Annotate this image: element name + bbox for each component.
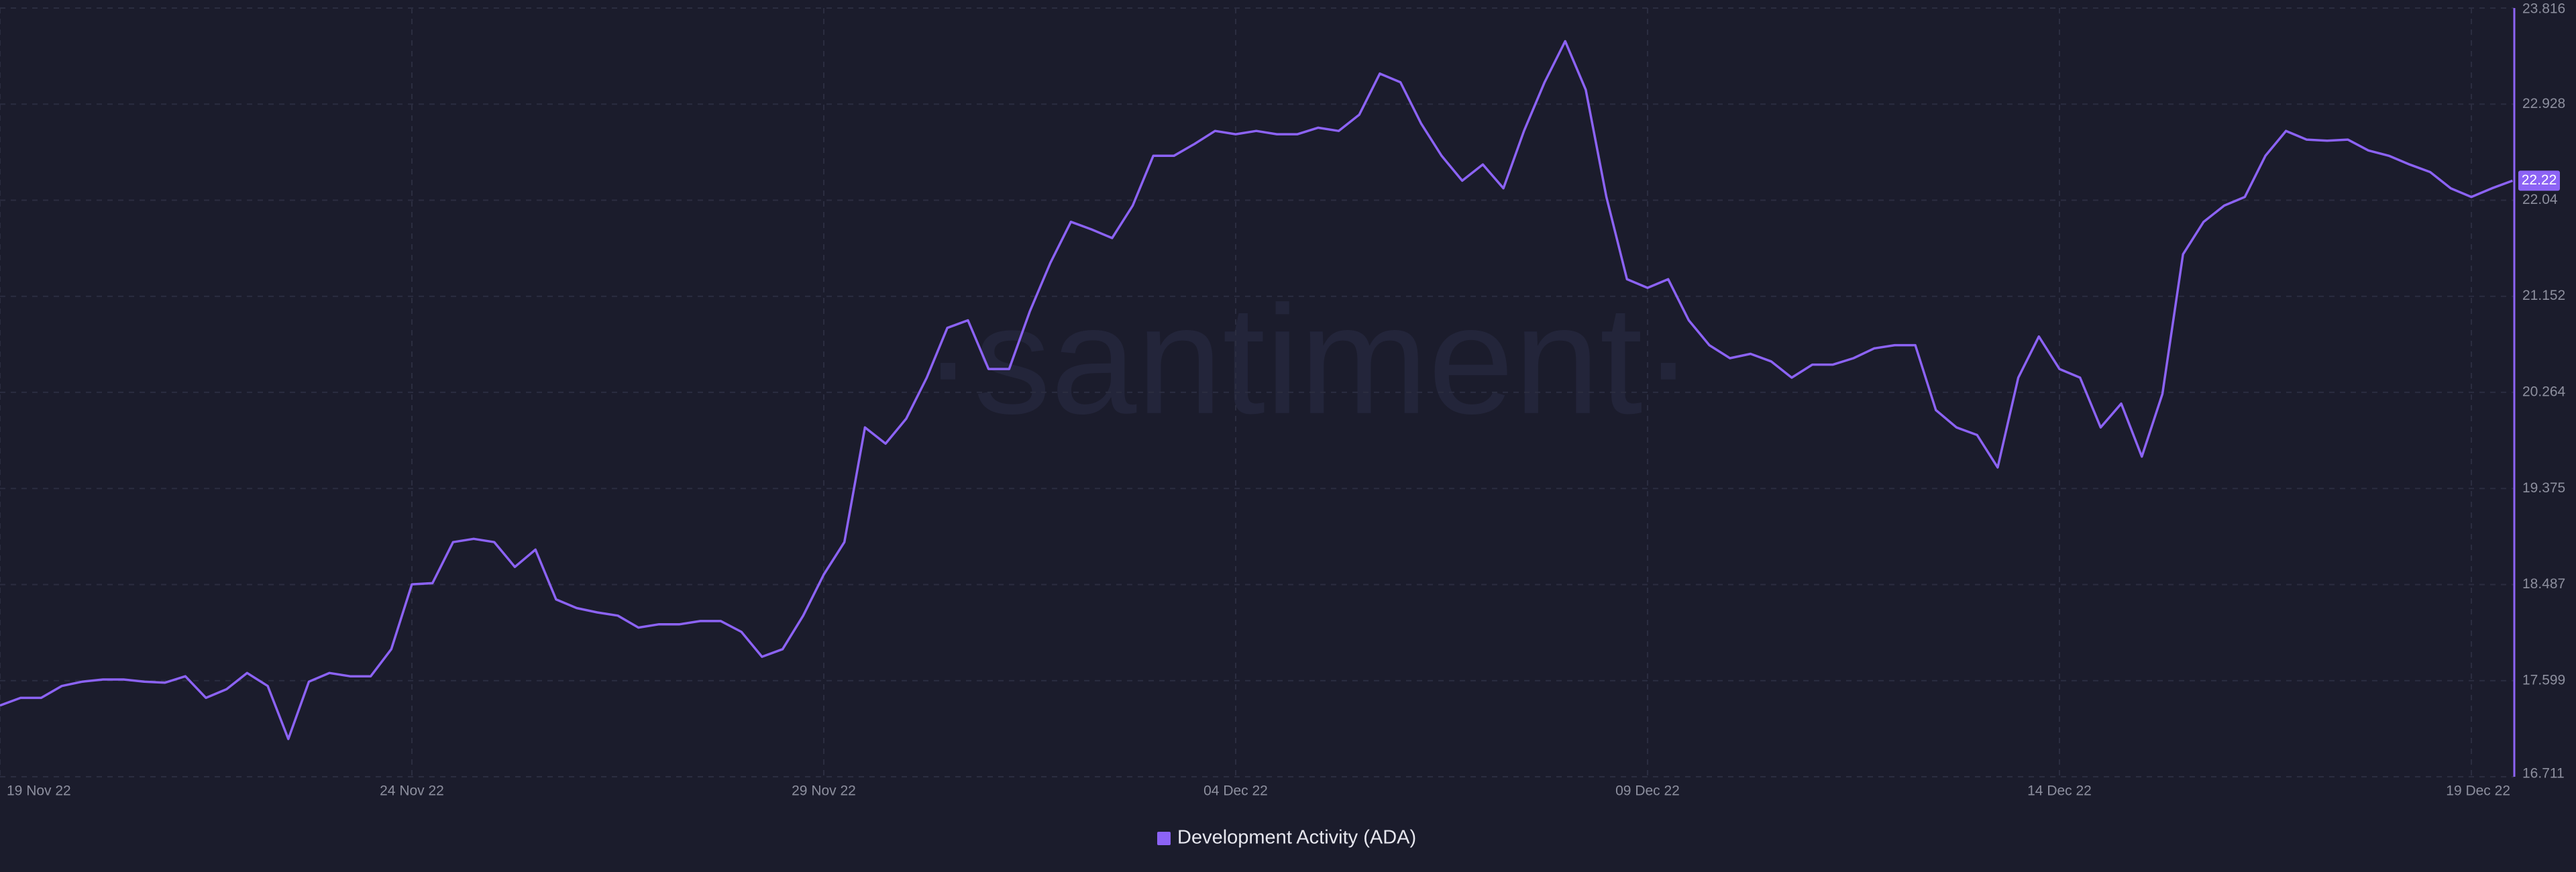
x-tick-label: 19 Dec 22 bbox=[2446, 783, 2510, 799]
x-tick-label: 09 Dec 22 bbox=[1615, 783, 1680, 799]
y-tick-label: 23.816 bbox=[2522, 1, 2565, 17]
x-tick-label: 24 Nov 22 bbox=[380, 783, 444, 799]
data-line bbox=[0, 40, 2514, 741]
y-tick-label: 21.152 bbox=[2522, 288, 2565, 303]
y-tick-label: 22.04 bbox=[2522, 192, 2558, 207]
y-tick-label: 17.599 bbox=[2522, 672, 2565, 688]
current-value-label: 22.22 bbox=[2522, 172, 2557, 188]
y-tick-label: 19.375 bbox=[2522, 480, 2565, 496]
y-tick-label: 20.264 bbox=[2522, 384, 2566, 399]
x-tick-label: 04 Dec 22 bbox=[1203, 783, 1268, 799]
x-tick-label: 29 Nov 22 bbox=[792, 783, 856, 799]
x-tick-label: 14 Dec 22 bbox=[2027, 783, 2092, 799]
legend-label: Development Activity (ADA) bbox=[1177, 827, 1416, 849]
x-tick-label: 19 Nov 22 bbox=[7, 783, 71, 799]
legend-swatch bbox=[1157, 832, 1171, 845]
y-tick-label: 18.487 bbox=[2522, 576, 2565, 592]
watermark: ·santiment· bbox=[922, 274, 1694, 446]
current-value-badge bbox=[2518, 170, 2560, 191]
y-tick-label: 16.711 bbox=[2522, 766, 2565, 781]
y-tick-label: 22.928 bbox=[2522, 96, 2565, 111]
